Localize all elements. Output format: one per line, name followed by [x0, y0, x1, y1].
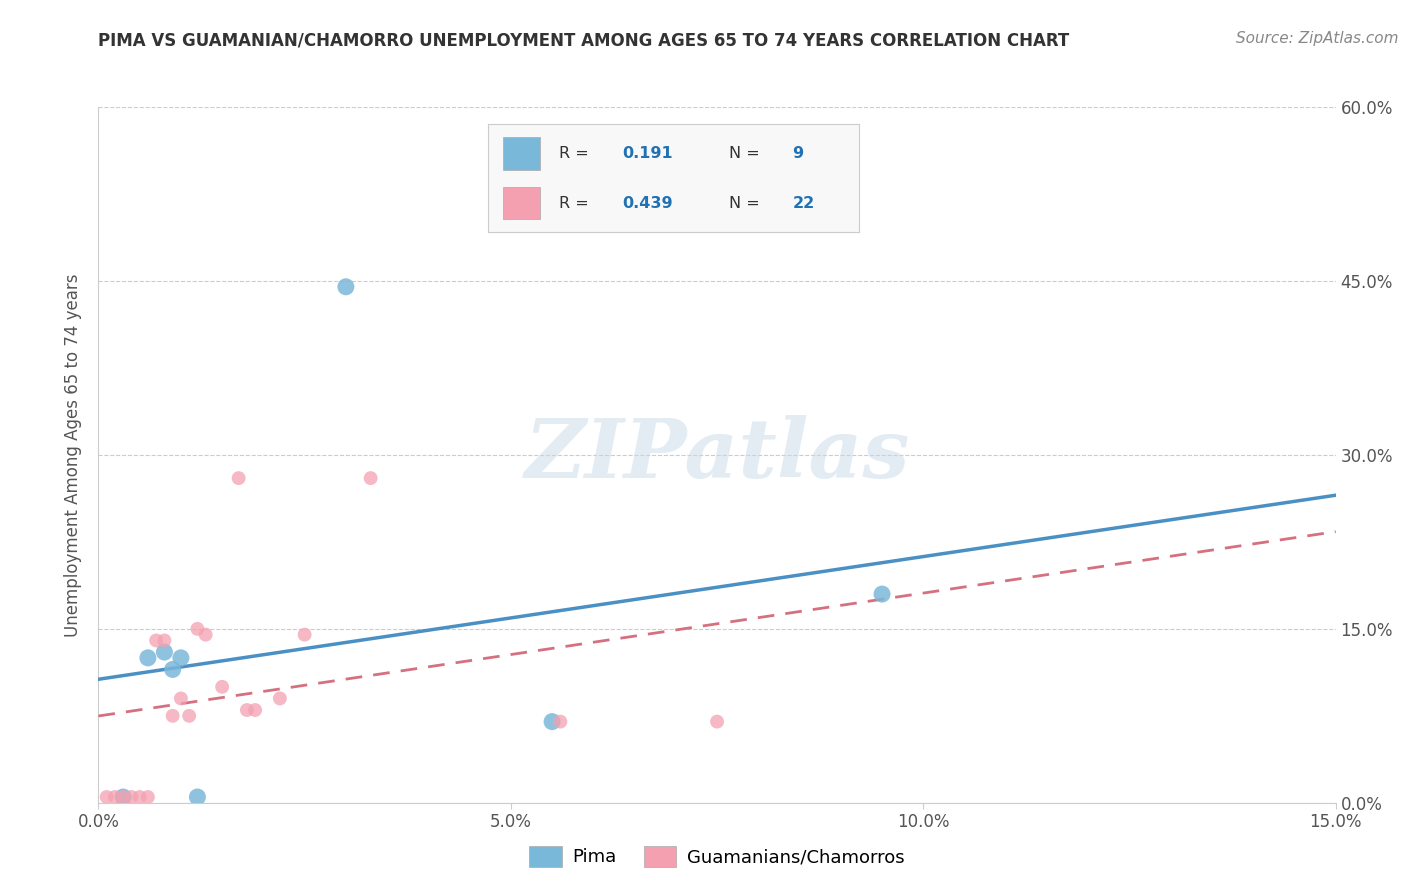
Point [550, 714, 572, 729]
Bar [503, 187, 540, 219]
Point [360, 471, 382, 485]
Point [870, 587, 893, 601]
Text: 22: 22 [793, 195, 815, 211]
Text: Source: ZipAtlas.com: Source: ZipAtlas.com [1236, 31, 1399, 46]
Point [186, 622, 208, 636]
Point [112, 790, 135, 805]
Point [228, 471, 250, 485]
Point [112, 790, 135, 805]
Point [153, 645, 176, 659]
Text: R =: R = [558, 195, 593, 211]
Point [211, 680, 233, 694]
Point [136, 651, 159, 665]
Point [541, 714, 564, 729]
Text: N =: N = [730, 146, 765, 161]
Point [186, 790, 208, 805]
Point [162, 708, 184, 723]
Point [170, 691, 193, 706]
Y-axis label: Unemployment Among Ages 65 to 74 years: Unemployment Among Ages 65 to 74 years [65, 273, 83, 637]
Text: 9: 9 [793, 146, 804, 161]
Point [96, 790, 118, 805]
Point [294, 628, 316, 642]
Text: 0.439: 0.439 [621, 195, 672, 211]
Point [706, 714, 728, 729]
Point [104, 790, 127, 805]
Text: R =: R = [558, 146, 593, 161]
Text: ZIPatlas: ZIPatlas [524, 415, 910, 495]
Point [335, 279, 357, 293]
Point [153, 633, 176, 648]
Text: PIMA VS GUAMANIAN/CHAMORRO UNEMPLOYMENT AMONG AGES 65 TO 74 YEARS CORRELATION CH: PIMA VS GUAMANIAN/CHAMORRO UNEMPLOYMENT … [98, 31, 1070, 49]
Point [236, 703, 259, 717]
Point [194, 628, 217, 642]
Point [170, 651, 193, 665]
Point [162, 662, 184, 676]
Bar [503, 137, 540, 169]
Point [120, 790, 142, 805]
Text: 0.191: 0.191 [621, 146, 672, 161]
Point [243, 703, 266, 717]
Point [179, 708, 201, 723]
Text: N =: N = [730, 195, 765, 211]
Point [269, 691, 291, 706]
Point [128, 790, 150, 805]
Legend: Pima, Guamanians/Chamorros: Pima, Guamanians/Chamorros [522, 838, 912, 874]
Point [136, 790, 159, 805]
Point [145, 633, 167, 648]
